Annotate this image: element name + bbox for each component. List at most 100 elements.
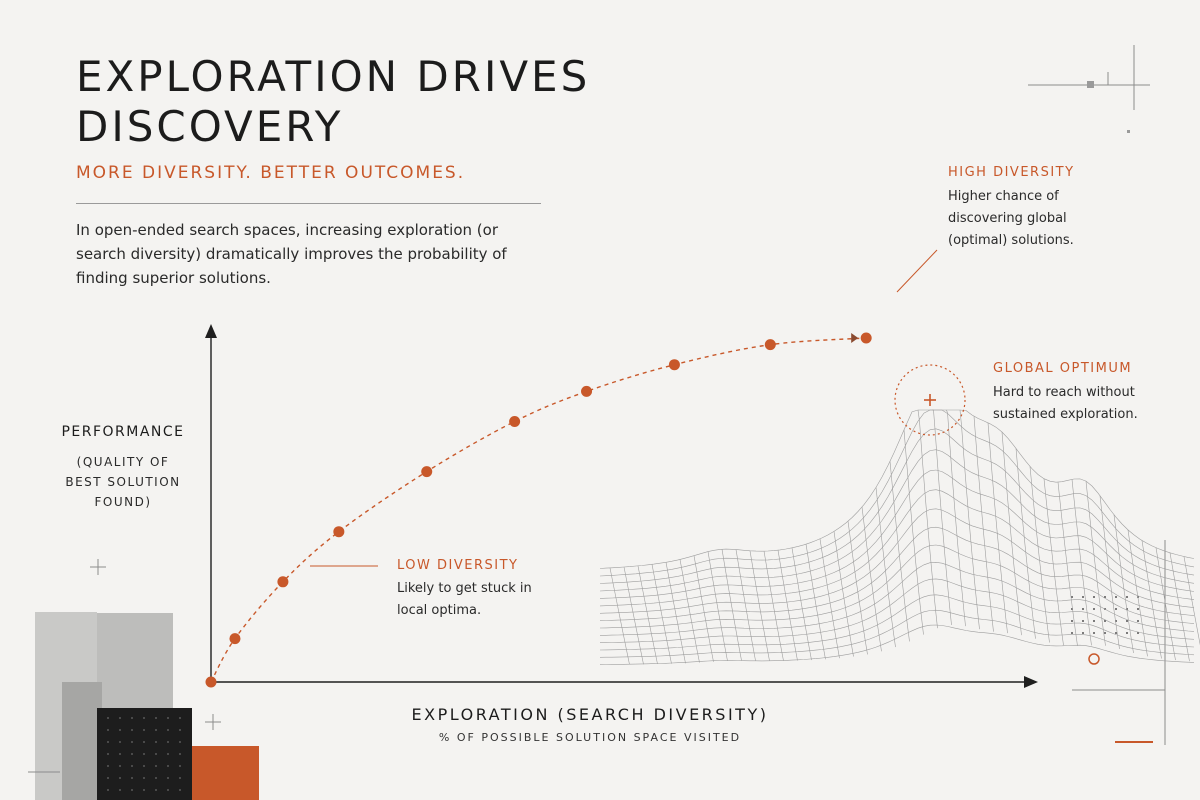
y-axis-subtitle: (QUALITY OF BEST SOLUTION FOUND) [48, 452, 198, 512]
collage-dot [119, 741, 121, 743]
mesh-column [735, 549, 756, 661]
collage-dot [167, 717, 169, 719]
intro-paragraph: In open-ended search spaces, increasing … [76, 221, 507, 287]
landscape-mesh [599, 409, 1200, 665]
high-diversity-body: Higher chance of discovering global (opt… [948, 186, 1074, 252]
low-diversity-body: Likely to get stuck in local optima. [397, 578, 532, 622]
mesh-column [847, 521, 868, 655]
mesh-column [1127, 529, 1148, 657]
collage-dot [179, 765, 181, 767]
collage-dot [119, 717, 121, 719]
grid-dot [1126, 620, 1128, 622]
collage-dot [107, 777, 109, 779]
grid-dot [1126, 596, 1128, 598]
mesh-column [791, 547, 812, 661]
page-subtitle: MORE DIVERSITY. BETTER OUTCOMES. [76, 163, 466, 183]
collage-dot [107, 765, 109, 767]
mesh-column [805, 544, 826, 660]
grid-dot [1115, 596, 1117, 598]
grid-dot [1093, 608, 1095, 610]
right-dot-grid [1071, 596, 1139, 634]
mesh-column [609, 567, 630, 665]
collage-block-orange [192, 746, 259, 800]
collage-dot [155, 765, 157, 767]
low-diversity-heading: LOW DIVERSITY [397, 558, 519, 573]
mesh-column [749, 550, 770, 661]
collage-dot [143, 765, 145, 767]
data-point-6 [509, 415, 521, 427]
mesh-column [763, 551, 784, 661]
collage-dot [107, 741, 109, 743]
grid-dot [1126, 632, 1128, 634]
corner-square-mark [1087, 81, 1094, 88]
low-diversity-line-1: Likely to get stuck in [397, 581, 532, 596]
grid-dot [1115, 608, 1117, 610]
mesh-column [1183, 556, 1200, 646]
high-diversity-line-3: (optimal) solutions. [948, 233, 1074, 248]
grid-dot [1115, 632, 1117, 634]
collage-dot [179, 729, 181, 731]
collage-dot [119, 729, 121, 731]
high-diversity-line-2: discovering global [948, 211, 1067, 226]
data-point-5 [421, 466, 433, 478]
mesh-row [599, 469, 1195, 599]
collage-dot [119, 789, 121, 791]
global-optimum-line-1: Hard to reach without [993, 385, 1135, 400]
collage-dot [131, 717, 133, 719]
mesh-column [1085, 481, 1106, 646]
grid-dot [1071, 620, 1073, 622]
collage-dot [131, 729, 133, 731]
collage-dot [143, 717, 145, 719]
mesh-column [889, 461, 910, 642]
mesh-column [932, 409, 952, 626]
header-divider [76, 203, 541, 204]
collage-dot [167, 789, 169, 791]
mesh-row [599, 609, 1195, 658]
collage-dot [107, 789, 109, 791]
mesh-column [679, 559, 700, 663]
mesh-column [833, 531, 854, 657]
small-ring-mark [1088, 653, 1100, 665]
grid-dot [1104, 632, 1106, 634]
collage-dot [107, 717, 109, 719]
mesh-column [1155, 547, 1176, 661]
y-axis-subtitle-line-3: FOUND) [94, 495, 152, 509]
high-diversity-line-1: Higher chance of [948, 189, 1059, 204]
curve-end-arrow [851, 332, 859, 343]
mesh-row [599, 578, 1195, 643]
collage-dot [167, 765, 169, 767]
mesh-row [599, 428, 1195, 584]
mesh-column [1001, 431, 1022, 636]
x-axis-subtitle: % OF POSSIBLE SOLUTION SPACE VISITED [438, 731, 742, 744]
collage-dot [131, 753, 133, 755]
collage-dot [131, 777, 133, 779]
mesh-column [665, 562, 686, 664]
grid-dot [1137, 608, 1139, 610]
grid-dot [1071, 596, 1073, 598]
collage-dot [179, 717, 181, 719]
global-optimum-plus-icon [924, 394, 936, 406]
grid-dot [1082, 596, 1084, 598]
mesh-column [903, 429, 924, 635]
collage-dot [167, 777, 169, 779]
y-axis-subtitle-line-1: (QUALITY OF [76, 455, 170, 469]
collage-dot [155, 777, 157, 779]
grid-dot [1082, 608, 1084, 610]
chart-axes [205, 324, 1038, 688]
mesh-column [1029, 466, 1050, 643]
high-diversity-leader [896, 249, 938, 293]
data-point-8 [668, 359, 680, 371]
collage-dot [143, 789, 145, 791]
mesh-column [945, 409, 966, 627]
mesh-row [599, 508, 1195, 614]
collage-dot [143, 777, 145, 779]
x-axis-arrow [1024, 676, 1038, 688]
collage-dot [131, 765, 133, 767]
grid-dot [1093, 620, 1095, 622]
performance-curve [210, 337, 867, 683]
mesh-column [875, 487, 896, 648]
data-point-3 [277, 576, 289, 588]
mesh-column [1141, 540, 1162, 659]
data-point-7 [581, 385, 593, 397]
mesh-row [599, 449, 1195, 592]
